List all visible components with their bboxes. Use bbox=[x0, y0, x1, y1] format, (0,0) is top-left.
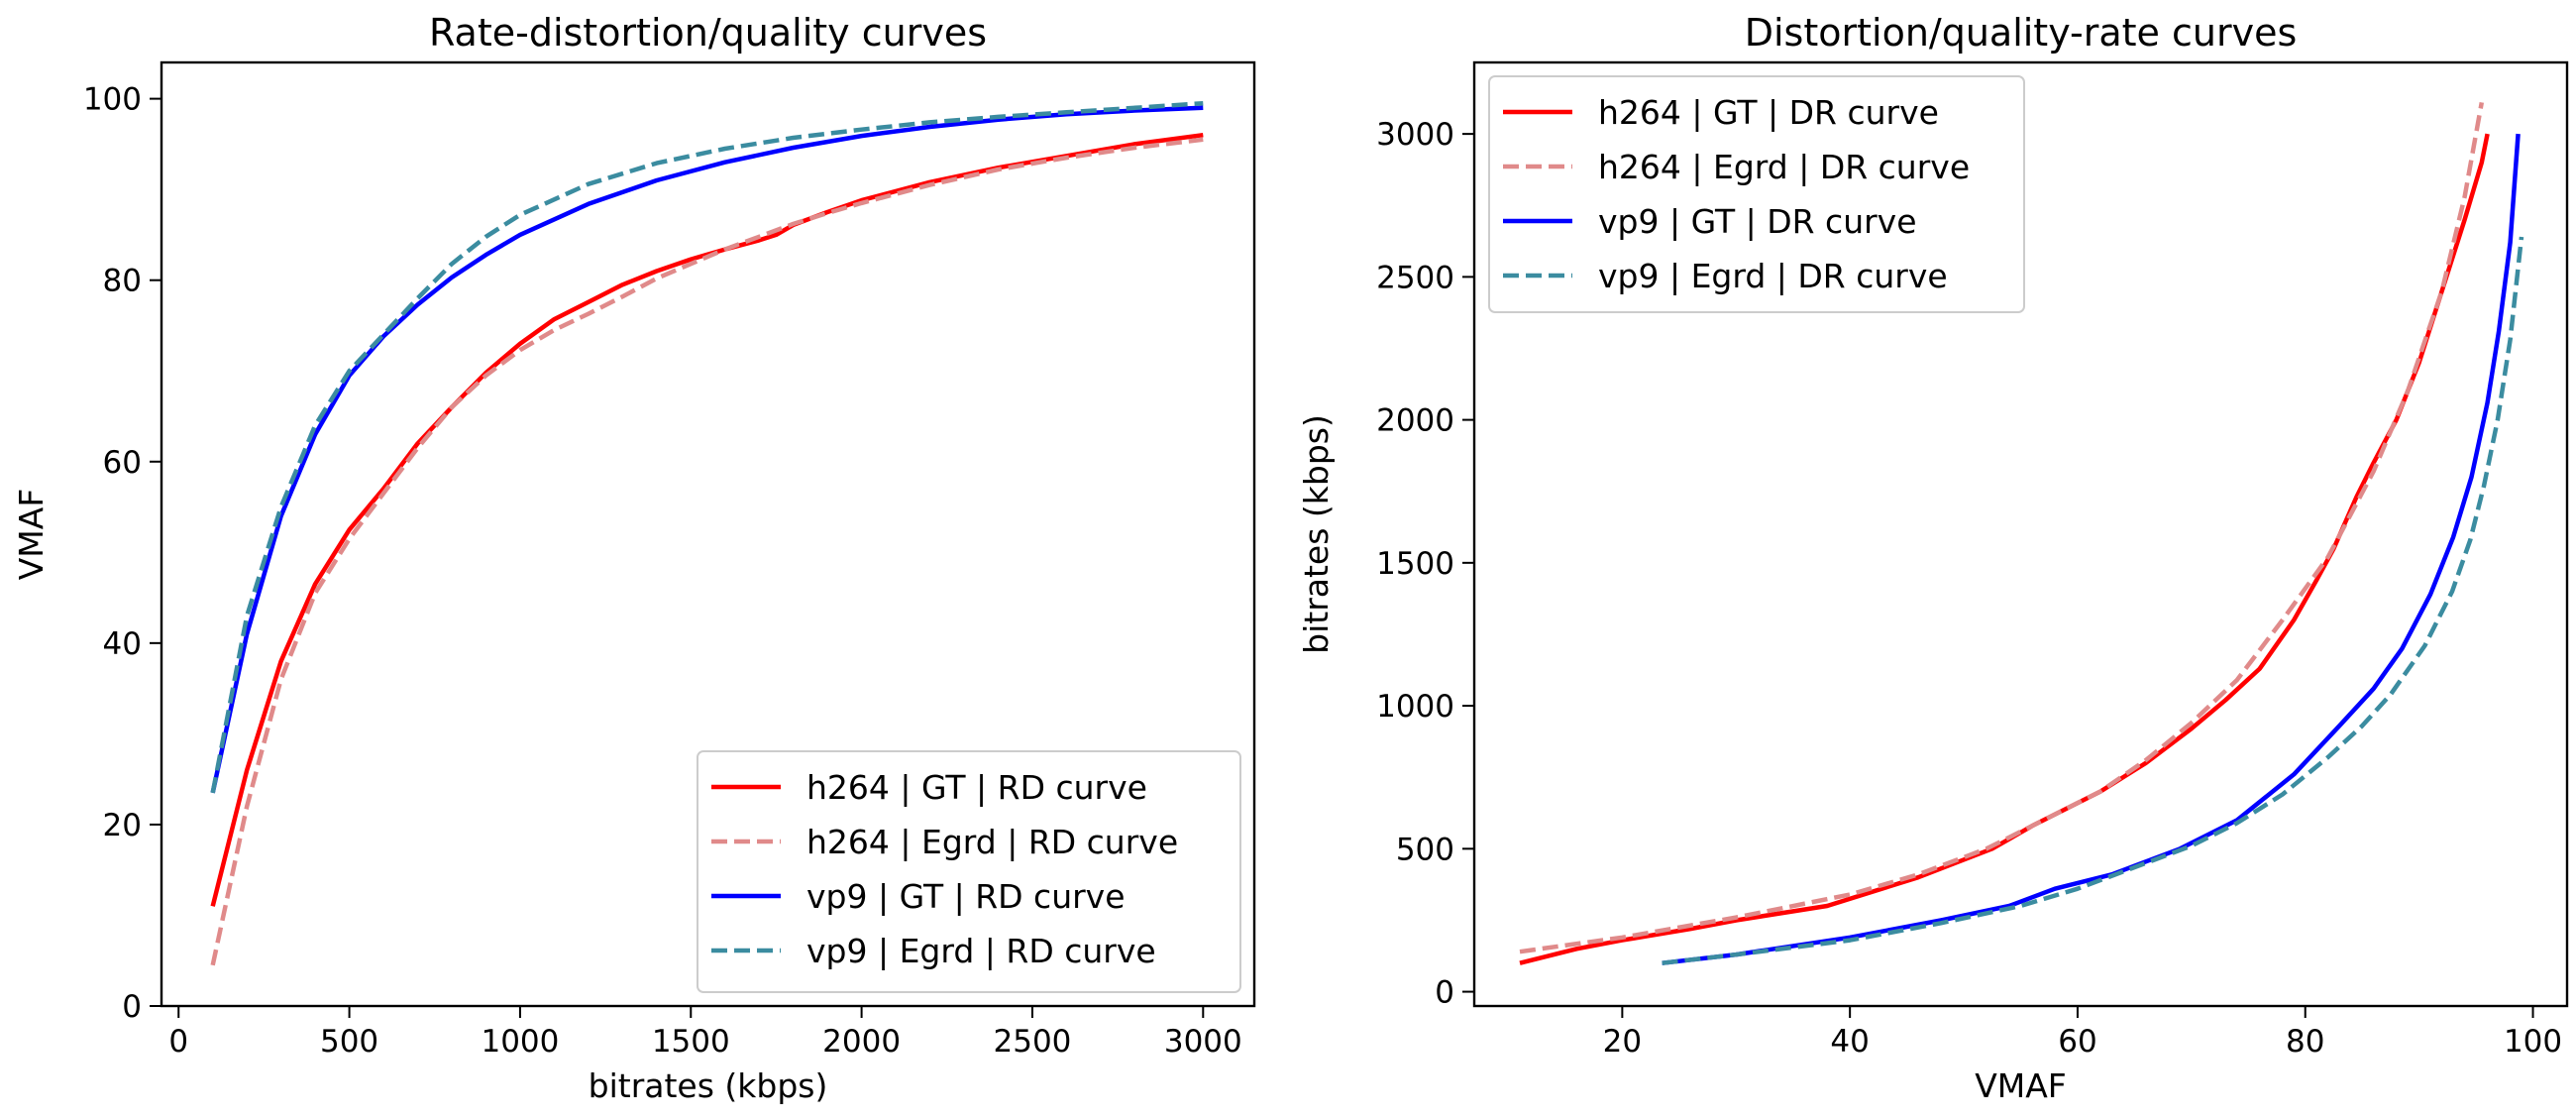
rd-chart-series bbox=[210, 100, 1204, 966]
dr-ytick-label: 500 bbox=[1396, 832, 1454, 867]
dr-series-line-3 bbox=[1662, 133, 2521, 965]
dr-legend-label-1: h264 | GT | DR curve bbox=[1598, 93, 1939, 132]
dr-xtick-label: 20 bbox=[1603, 1024, 1642, 1060]
rd-xtick-label: 1000 bbox=[481, 1024, 559, 1060]
rd-ytick-label: 40 bbox=[103, 626, 142, 662]
rd-xtick-label: 2000 bbox=[822, 1024, 901, 1060]
dr-xtick-label: 80 bbox=[2286, 1024, 2324, 1060]
rd-xtick-label: 3000 bbox=[1164, 1024, 1242, 1060]
dr-chart-legend: h264 | GT | DR curve h264 | Egrd | DR cur… bbox=[1488, 75, 2025, 313]
rd-xtick-label: 0 bbox=[168, 1024, 188, 1060]
rd-chart-legend: h264 | GT | RD curve h264 | Egrd | RD cur… bbox=[697, 750, 1241, 993]
rd-chart-frame bbox=[160, 60, 1256, 1008]
dr-xtick-label: 40 bbox=[1830, 1024, 1869, 1060]
dr-ytick-label: 1500 bbox=[1376, 546, 1454, 582]
rd-series-line-4 bbox=[210, 100, 1204, 794]
dr-ytick-label: 2000 bbox=[1376, 403, 1454, 439]
rd-xtick-label: 500 bbox=[320, 1024, 378, 1060]
rd-chart-title: Rate-distortion/quality curves bbox=[429, 11, 987, 55]
dr-series-line-4 bbox=[1662, 236, 2524, 965]
rd-ytick-label: 100 bbox=[83, 82, 142, 118]
rd-chart: Rate-distortion/quality curves bitrates … bbox=[12, 11, 1256, 1105]
rd-ytick-label: 80 bbox=[103, 264, 142, 299]
dr-xtick-label: 100 bbox=[2504, 1024, 2562, 1060]
rd-chart-ticks: 0 500 1000 1500 2000 2500 3000 0 20 40 60 80 100 bbox=[83, 82, 1242, 1060]
dr-chart-series bbox=[1519, 101, 2524, 965]
rd-ytick-label: 20 bbox=[103, 808, 142, 843]
rd-legend-label-4: vp9 | Egrd | RD curve bbox=[806, 932, 1156, 970]
rd-chart-xlabel: bitrates (kbps) bbox=[589, 1066, 828, 1105]
dr-chart-frame bbox=[1472, 60, 2569, 1008]
dr-ytick-label: 2500 bbox=[1376, 260, 1454, 295]
rd-series-line-1 bbox=[210, 132, 1204, 907]
rd-series-line-2 bbox=[210, 137, 1204, 966]
rd-ytick-label: 0 bbox=[122, 989, 142, 1025]
dr-legend-label-3: vp9 | GT | DR curve bbox=[1598, 202, 1917, 241]
dr-ytick-label: 0 bbox=[1435, 975, 1454, 1011]
rd-legend-label-2: h264 | Egrd | RD curve bbox=[806, 823, 1178, 861]
dr-chart-ylabel: bitrates (kbps) bbox=[1297, 414, 1336, 654]
rd-xtick-label: 1500 bbox=[652, 1024, 730, 1060]
dr-legend-label-4: vp9 | Egrd | DR curve bbox=[1598, 257, 1948, 295]
dr-series-line-2 bbox=[1519, 101, 2485, 954]
rd-chart-ylabel: VMAF bbox=[12, 489, 51, 581]
dr-legend-label-2: h264 | Egrd | DR curve bbox=[1598, 148, 1970, 186]
dr-chart-title: Distortion/quality-rate curves bbox=[1745, 11, 2298, 55]
rd-ytick-label: 60 bbox=[103, 445, 142, 481]
rd-legend-label-1: h264 | GT | RD curve bbox=[806, 768, 1147, 807]
rd-legend-label-3: vp9 | GT | RD curve bbox=[806, 877, 1126, 916]
rd-xtick-label: 2500 bbox=[994, 1024, 1072, 1060]
dr-ytick-label: 1000 bbox=[1376, 689, 1454, 725]
dr-ytick-label: 3000 bbox=[1376, 117, 1454, 153]
rd-series-line-3 bbox=[210, 105, 1204, 794]
dr-legend-box bbox=[1488, 75, 2025, 313]
dr-chart: Distortion/quality-rate curves VMAF bitr… bbox=[1297, 11, 2569, 1105]
rd-legend-box bbox=[697, 750, 1241, 993]
dr-xtick-label: 60 bbox=[2058, 1024, 2096, 1060]
dr-chart-xlabel: VMAF bbox=[1975, 1066, 2067, 1105]
